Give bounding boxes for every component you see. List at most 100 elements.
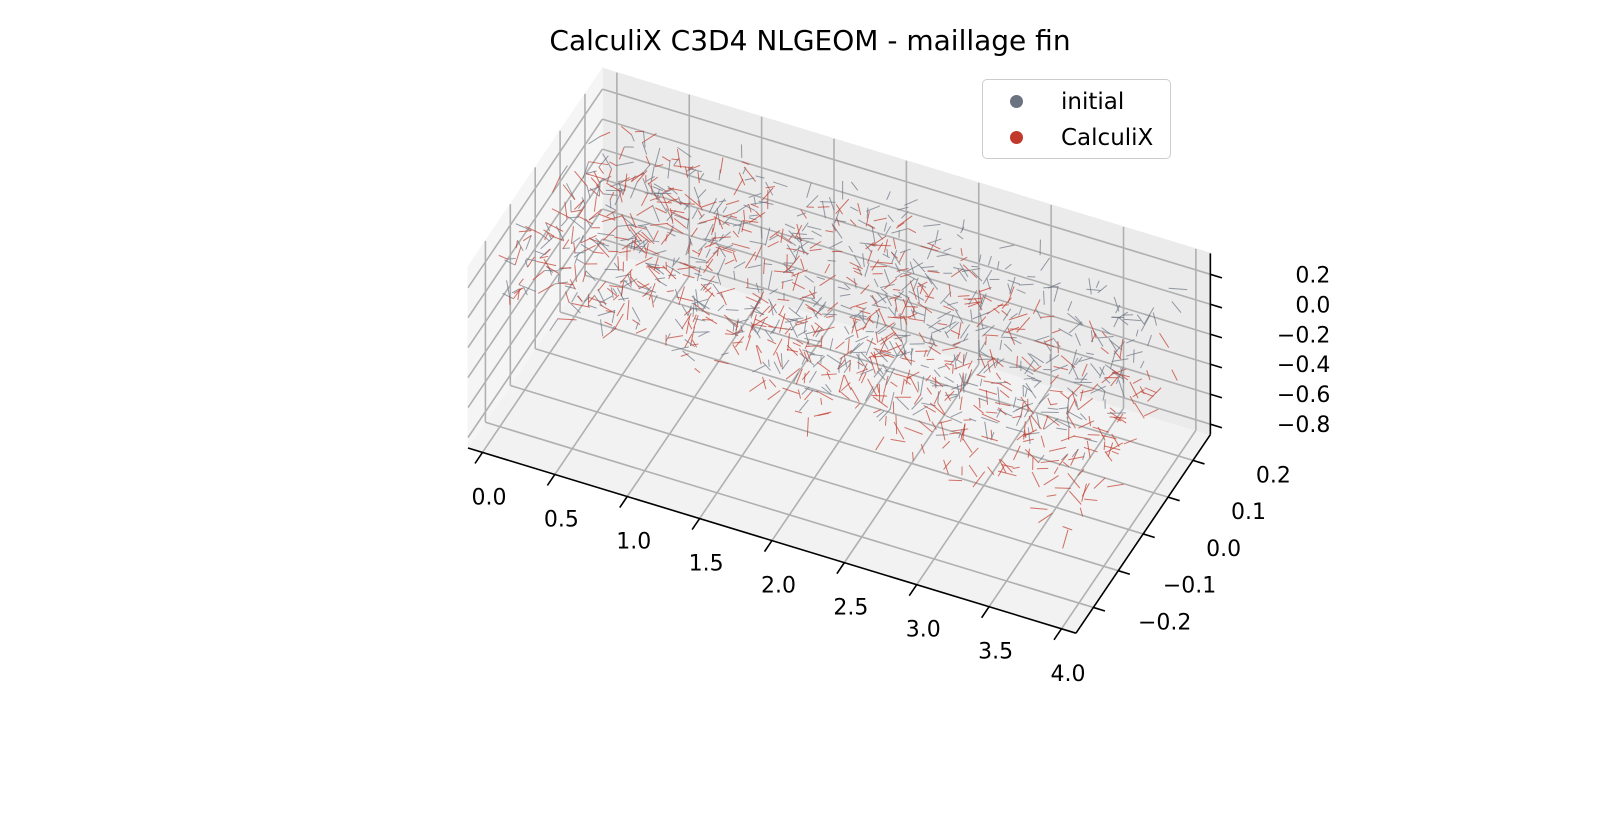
calculix-segment [712,212,718,233]
calculix-segment [669,209,685,214]
initial-segment [1090,330,1094,343]
calculix-segment [595,184,604,195]
initial-segment [773,361,781,375]
initial-segment [573,249,585,258]
calculix-segment [1033,365,1042,373]
calculix-segment [987,466,995,476]
initial-segment [910,348,914,356]
initial-segment [652,204,660,223]
initial-segment [874,348,889,363]
calculix-segment [585,173,606,180]
calculix-segment [1049,389,1063,393]
calculix-segment [1042,415,1049,430]
z-grid-line [467,88,604,289]
initial-segment [800,246,809,256]
calculix-segment [835,341,845,350]
calculix-segment [949,432,960,435]
calculix-segment [827,302,839,312]
initial-segment [698,172,705,181]
calculix-segment [732,341,743,344]
calculix-segment [869,355,876,374]
initial-segment [875,314,880,329]
initial-segment [692,302,695,317]
calculix-segment [685,315,691,334]
initial-segment [569,217,585,230]
x-tick-label: 1.5 [689,552,724,577]
initial-segment [860,368,874,375]
calculix-segment [962,438,973,453]
calculix-segment [670,211,690,221]
initial-segment [813,297,823,307]
initial-segment [1058,328,1073,337]
calculix-segment [883,375,889,394]
initial-segment [797,330,808,337]
initial-segment [697,189,707,199]
calculix-segment [549,235,565,242]
calculix-segment [1101,331,1108,338]
initial-segment [642,130,646,148]
calculix-segment [978,388,997,395]
initial-segment [999,339,1003,351]
initial-segment [1075,356,1083,366]
initial-segment [595,237,609,251]
calculix-segment [960,248,963,256]
initial-segment [791,232,807,235]
x-tick [836,562,846,575]
initial-segment [1171,301,1182,313]
initial-segment [638,285,657,293]
initial-segment [911,397,924,410]
initial-segment [1029,353,1044,364]
calculix-segment [1140,391,1154,397]
calculix-segment [1053,467,1059,474]
initial-segment [804,387,819,393]
initial-segment [891,228,909,234]
initial-segment [609,199,612,209]
initial-segment [636,245,645,248]
legend-label-calculix: CalculiX [1061,125,1154,151]
initial-segment [949,395,959,399]
calculix-segment [1040,435,1045,448]
initial-segment [631,306,641,322]
calculix-segment [976,374,986,378]
calculix-segment [609,191,615,200]
initial-segment [890,323,897,330]
calculix-segment [979,287,992,293]
initial-segment [600,319,604,337]
initial-segment [815,327,823,338]
y-tick [1118,569,1131,575]
calculix-segment [876,384,880,393]
initial-segment [1082,452,1086,461]
calculix-segment [1123,438,1137,445]
calculix-segment [1079,389,1084,402]
calculix-segment [647,176,658,185]
initial-segment [975,326,988,332]
initial-segment [1058,407,1069,410]
initial-segment [1168,287,1188,291]
initial-segment [595,188,600,197]
calculix-segment [741,161,750,165]
calculix-segment [1132,378,1142,384]
calculix-segment [812,326,820,337]
initial-segment [1047,407,1059,410]
initial-segment [923,306,927,324]
calculix-segment [945,363,953,366]
calculix-segment [884,278,898,290]
calculix-segment [967,297,983,301]
initial-segment [547,232,553,240]
calculix-segment [753,323,767,328]
initial-segment [755,282,760,293]
calculix-segment [819,274,836,287]
calculix-segment [1012,415,1021,419]
calculix-segment [925,374,932,382]
initial-segment [638,240,649,254]
initial-segment [1067,387,1078,397]
calculix-segment [1001,464,1014,468]
z-grid-line [602,238,1211,425]
initial-segment [654,277,666,280]
initial-segment [834,210,840,224]
initial-segment [894,334,911,340]
y-grid-line [534,347,1144,535]
initial-segment [903,349,906,359]
calculix-segment [943,459,952,470]
calculix-segment [981,435,998,442]
